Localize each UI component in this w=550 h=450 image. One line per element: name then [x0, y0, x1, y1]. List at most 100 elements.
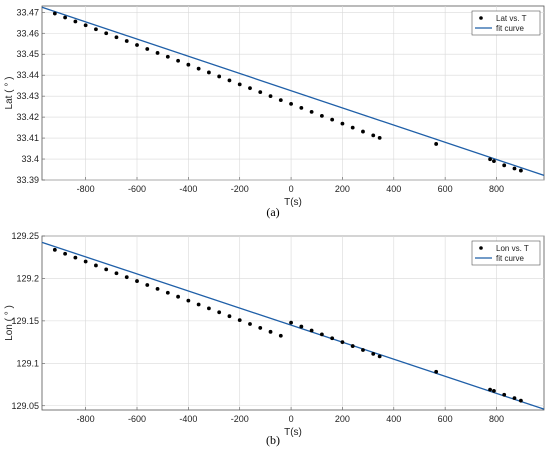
data-point-lon-8	[135, 279, 139, 283]
data-point-lon-15	[207, 306, 211, 311]
data-point-lat-33	[434, 142, 439, 146]
caption-b: (b)	[266, 433, 280, 447]
y-tick-label-lat-3: 33.42	[16, 112, 39, 122]
data-point-lon-14	[196, 302, 201, 307]
legend-lon: Lon vs. T fit curve	[471, 240, 541, 266]
data-point-lon-6	[114, 271, 119, 276]
data-point-lat-38	[518, 168, 523, 173]
data-point-lat-12	[176, 58, 180, 63]
data-point-lon-31	[371, 351, 376, 356]
data-point-lat-28	[340, 121, 345, 126]
data-point-lon-27	[330, 336, 335, 341]
x-tick-label-lon-5: 200	[335, 414, 350, 424]
data-point-lat-20	[258, 90, 263, 95]
data-point-lon-2	[73, 255, 78, 260]
data-point-lat-37	[512, 166, 517, 171]
data-point-lon-21	[268, 329, 273, 334]
data-point-lat-26	[319, 113, 324, 118]
x-tick-label-lon-1: -600	[128, 414, 146, 424]
data-point-lat-29	[350, 125, 355, 130]
data-point-lat-31	[371, 133, 376, 138]
data-point-lat-7	[124, 39, 129, 43]
x-tick-label-lon-8: 800	[489, 414, 504, 424]
y-tick-label-lat-2: 33.41	[16, 133, 39, 143]
data-point-lon-13	[186, 298, 191, 303]
data-point-lon-30	[361, 348, 365, 352]
data-point-lon-24	[299, 324, 304, 329]
data-point-lon-19	[248, 322, 252, 326]
data-point-lat-18	[237, 82, 242, 87]
data-point-lat-2	[73, 19, 78, 24]
x-axis-label-lon: T(s)	[284, 427, 302, 438]
data-point-lon-1	[63, 251, 68, 256]
data-point-lon-23	[289, 320, 293, 325]
data-point-lon-33	[434, 369, 439, 374]
y-tick-label-lat-6: 33.45	[16, 49, 39, 59]
legend-box-lat	[471, 10, 541, 36]
data-point-lon-26	[319, 332, 324, 337]
data-point-lon-35	[492, 389, 496, 393]
data-point-lat-32	[377, 135, 382, 140]
data-point-lat-16	[217, 74, 222, 79]
data-point-lon-16	[217, 310, 222, 315]
gridlines-lon	[42, 235, 544, 410]
data-point-lat-30	[361, 129, 365, 134]
legend-box-lon	[471, 240, 541, 266]
data-marks-lat	[41, 6, 545, 177]
y-tick-label-lat-5: 33.44	[16, 70, 39, 80]
fit-curve-line-lon	[41, 241, 545, 410]
data-point-lon-22	[278, 333, 283, 338]
data-point-lon-18	[237, 318, 242, 323]
x-tick-label-lon-6: 400	[386, 414, 401, 424]
data-point-lon-34	[488, 387, 492, 392]
data-point-lon-29	[350, 344, 355, 348]
data-point-lat-8	[135, 43, 139, 47]
data-point-lon-38	[518, 398, 523, 403]
data-point-lat-10	[155, 51, 160, 55]
y-tick-label-lon-0: 129.05	[11, 401, 39, 411]
x-tick-label-lon-4: 0	[289, 414, 294, 424]
y-tick-label-lon-2: 129.15	[11, 316, 39, 326]
y-tick-label-lat-0: 33.39	[16, 175, 39, 185]
data-point-lon-0	[52, 247, 57, 252]
data-point-lon-37	[512, 396, 517, 401]
x-tick-label-lat-4: 0	[289, 184, 294, 194]
legend-lat: Lat vs. T fit curve	[471, 10, 541, 36]
legend-entry-fit-lon: fit curve	[496, 254, 525, 263]
data-point-lat-5	[104, 31, 109, 36]
data-point-lat-22	[278, 98, 283, 103]
y-tick-label-lon-4: 129.25	[11, 231, 39, 241]
data-point-lon-32	[377, 354, 382, 359]
data-point-lat-0	[52, 11, 57, 16]
chart-panel-lon: -800 -600 -400 -200 0 200 400 600 800 129.05129.…	[4, 231, 545, 447]
data-point-lat-14	[196, 66, 201, 71]
data-point-lat-3	[83, 23, 88, 28]
data-point-lon-4	[94, 263, 98, 268]
fit-curve-line-lat	[41, 6, 545, 177]
data-point-lon-12	[176, 294, 180, 299]
x-tick-label-lon-2: -400	[179, 414, 197, 424]
data-point-lat-34	[488, 157, 492, 162]
legend-entry-points-lat: Lat vs. T	[496, 14, 527, 23]
data-point-lon-17	[227, 314, 232, 319]
y-tick-label-lat-7: 33.46	[16, 28, 39, 38]
y-tick-labels-lon: 129.05 129.1 129.15 129.2 129.25	[11, 231, 39, 411]
data-point-lon-5	[104, 267, 109, 272]
data-point-lat-25	[309, 109, 314, 114]
legend-entry-points-lon: Lon vs. T	[496, 244, 529, 253]
x-tick-labels-lon: -800 -600 -400 -200 0 200 400 600 800	[77, 414, 504, 424]
data-point-lon-9	[145, 283, 150, 287]
data-point-lat-11	[165, 54, 170, 59]
y-tick-label-lat-1: 33.4	[21, 154, 39, 164]
data-point-lat-27	[330, 117, 335, 122]
data-point-lat-21	[268, 94, 273, 99]
x-tick-label-lat-1: -600	[128, 184, 146, 194]
x-tick-label-lat-7: 600	[438, 184, 453, 194]
x-tick-label-lon-7: 600	[438, 414, 453, 424]
y-tick-label-lat-4: 33.43	[16, 91, 39, 101]
gridlines-lat	[42, 6, 544, 181]
data-point-lat-9	[145, 47, 150, 51]
x-axis-label-lat: T(s)	[284, 197, 302, 208]
x-tick-label-lat-5: 200	[335, 184, 350, 194]
